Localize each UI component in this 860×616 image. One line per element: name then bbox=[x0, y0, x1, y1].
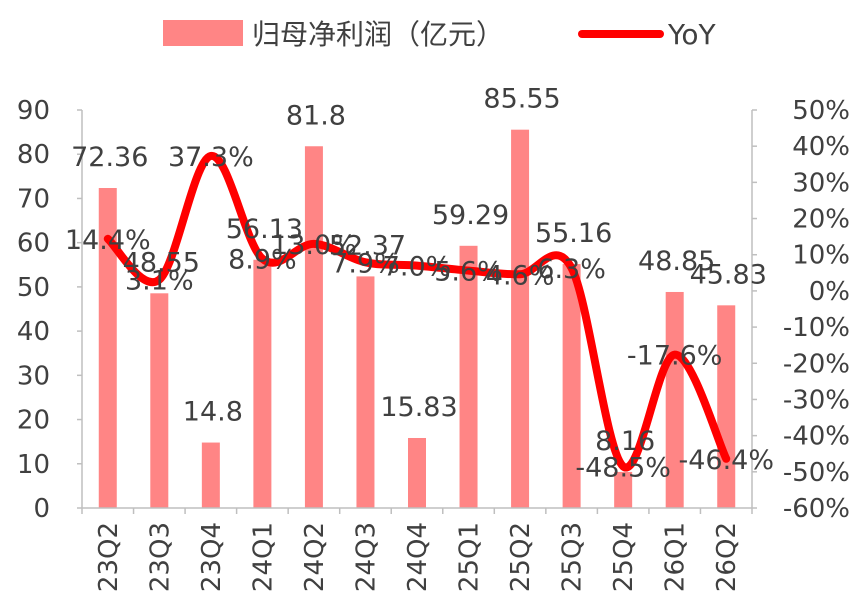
y-right-tick-label: -30% bbox=[783, 385, 850, 415]
y-right-tick-label: 20% bbox=[792, 205, 850, 235]
bar-25Q1 bbox=[459, 245, 478, 508]
bar-value-label: 8.16 bbox=[595, 426, 655, 457]
legend-label-bar: 归母净利润（亿元） bbox=[252, 18, 504, 51]
y-left-tick-label: 80 bbox=[17, 140, 50, 170]
y-left-tick-label: 30 bbox=[17, 361, 50, 391]
bar-25Q3 bbox=[562, 264, 581, 508]
y-left-tick-label: 60 bbox=[17, 229, 50, 259]
x-tick-label: 25Q2 bbox=[506, 522, 536, 592]
yoy-value-label: 4.6% bbox=[486, 260, 555, 291]
data-labels: 72.36 48.55 14.8 56.13 81.8 52.37 15.83 59.29 85… bbox=[65, 84, 774, 484]
bar-value-label: 56.13 bbox=[226, 214, 303, 245]
bar-25Q2 bbox=[511, 129, 530, 508]
yoy-value-label: 13.0% bbox=[271, 230, 357, 261]
bar-value-label: 48.55 bbox=[123, 247, 200, 278]
x-tick-label: 24Q2 bbox=[300, 522, 330, 592]
yoy-value-label: 14.4% bbox=[65, 225, 151, 256]
bar-24Q1 bbox=[253, 259, 272, 508]
bar-26Q2 bbox=[717, 305, 736, 508]
x-tick-label: 25Q3 bbox=[558, 522, 588, 592]
yoy-value-label: -17.6% bbox=[627, 341, 723, 372]
bar-value-label: 59.29 bbox=[432, 200, 509, 231]
y-right-tick-label: 10% bbox=[792, 241, 850, 271]
y-right-tick-label: -20% bbox=[783, 349, 850, 379]
bar-value-label: 14.8 bbox=[183, 397, 243, 428]
x-tick-label: 24Q3 bbox=[351, 522, 381, 592]
yoy-line bbox=[103, 151, 731, 472]
x-tick-label: 23Q3 bbox=[145, 522, 175, 592]
bar-value-label: 81.8 bbox=[286, 100, 346, 131]
bar-25Q4 bbox=[614, 471, 633, 508]
y-left-tick-label: 20 bbox=[17, 406, 50, 436]
yoy-value-label: 3.1% bbox=[125, 266, 194, 297]
x-tick-label: 25Q4 bbox=[609, 522, 639, 592]
bar-value-label: 72.36 bbox=[71, 142, 148, 173]
y-left-tick-label: 40 bbox=[17, 317, 50, 347]
bar-value-label: 15.83 bbox=[380, 392, 457, 423]
x-tick-label: 26Q2 bbox=[712, 522, 742, 592]
bar-23Q3 bbox=[150, 293, 169, 508]
bar-value-label: 55.16 bbox=[535, 218, 612, 249]
legend-label-line: YoY bbox=[667, 18, 717, 51]
y-right-tick-label: -60% bbox=[783, 494, 850, 524]
legend: 归母净利润（亿元） YoY bbox=[163, 18, 717, 51]
x-tick-label: 26Q1 bbox=[661, 522, 691, 592]
bar-value-label: 52.37 bbox=[329, 230, 406, 261]
y-left-tick-label: 70 bbox=[17, 184, 50, 214]
y-right-tick-label: -10% bbox=[783, 313, 850, 343]
x-tick-label: 25Q1 bbox=[455, 522, 485, 592]
bar-series bbox=[98, 129, 736, 509]
yoy-value-label: 37.3% bbox=[168, 142, 254, 173]
bar-value-label: 48.85 bbox=[638, 246, 715, 277]
y-left-tick-label: 10 bbox=[17, 450, 50, 480]
line-series bbox=[103, 151, 731, 472]
x-tick-label: 24Q1 bbox=[248, 522, 278, 592]
bar-23Q4 bbox=[201, 442, 220, 508]
bar-24Q2 bbox=[304, 146, 323, 509]
yoy-value-label: -46.4% bbox=[678, 445, 774, 476]
yoy-value-label: -48.5% bbox=[575, 452, 671, 483]
y-left-tick-label: 90 bbox=[17, 96, 50, 126]
bar-value-label: 45.83 bbox=[690, 259, 767, 290]
y-right-tick-label: -50% bbox=[783, 458, 850, 488]
y-left-tick-label: 0 bbox=[33, 494, 50, 524]
y-right-tick-label: 30% bbox=[792, 168, 850, 198]
legend-swatch-bar bbox=[163, 20, 243, 46]
x-tick-label: 23Q4 bbox=[197, 522, 227, 592]
y-right-tick-label: 50% bbox=[792, 96, 850, 126]
x-tick-label: 23Q2 bbox=[94, 522, 124, 592]
yoy-value-label: 8.9% bbox=[228, 245, 297, 276]
yoy-value-label: 5.6% bbox=[434, 257, 503, 288]
y-right-tick-label: -40% bbox=[783, 422, 850, 452]
axes: 0 10 20 30 40 50 60 70 80 90 -60% -50% -40% -30% -20% -… bbox=[17, 96, 850, 592]
y-right-tick-label: 0% bbox=[809, 277, 850, 307]
yoy-value-label: 7.9% bbox=[331, 248, 400, 279]
y-left-tick-label: 50 bbox=[17, 273, 50, 303]
yoy-value-label: 6.3% bbox=[537, 254, 606, 285]
bar-24Q4 bbox=[408, 437, 426, 508]
bar-value-label: 85.55 bbox=[483, 84, 560, 115]
bar-23Q2 bbox=[98, 188, 117, 508]
bar-24Q3 bbox=[356, 276, 375, 508]
y-right-tick-label: 40% bbox=[792, 132, 850, 162]
bar-26Q1 bbox=[665, 291, 684, 508]
yoy-value-label: 7.0% bbox=[383, 252, 452, 283]
x-tick-label: 24Q4 bbox=[403, 522, 433, 592]
